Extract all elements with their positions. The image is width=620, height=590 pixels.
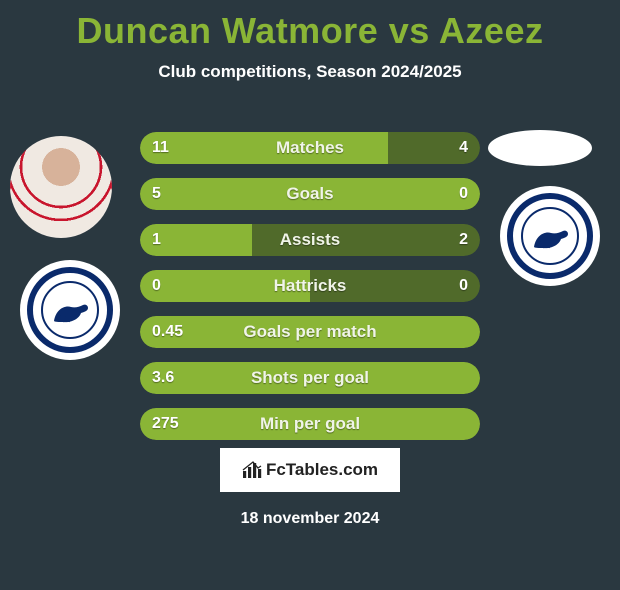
stat-row: 12Assists (140, 224, 480, 256)
stat-row: 0.45Goals per match (140, 316, 480, 348)
metric-label: Goals per match (140, 316, 480, 348)
brand-text: FcTables.com (266, 460, 378, 480)
subtitle: Club competitions, Season 2024/2025 (0, 62, 620, 82)
club-badge-right (500, 186, 600, 286)
date-text: 18 november 2024 (0, 510, 620, 528)
metric-label: Shots per goal (140, 362, 480, 394)
metric-label: Assists (140, 224, 480, 256)
page-title: Duncan Watmore vs Azeez (0, 10, 620, 52)
metric-label: Min per goal (140, 408, 480, 440)
bar-chart-icon (242, 461, 262, 479)
metric-label: Hattricks (140, 270, 480, 302)
stat-row: 275Min per goal (140, 408, 480, 440)
club-badge-left (20, 260, 120, 360)
stat-row: 00Hattricks (140, 270, 480, 302)
lion-icon (531, 225, 571, 251)
lion-icon (51, 299, 91, 325)
duncan-watmore-avatar (10, 136, 112, 238)
metric-label: Matches (140, 132, 480, 164)
metric-label: Goals (140, 178, 480, 210)
brand-panel: FcTables.com (220, 448, 400, 492)
comparison-chart: 114Matches 50Goals 12Assists 00Hattricks 0.4… (140, 132, 480, 454)
stat-row: 114Matches (140, 132, 480, 164)
azeez-avatar-placeholder (488, 130, 592, 166)
stat-row: 3.6Shots per goal (140, 362, 480, 394)
stat-row: 50Goals (140, 178, 480, 210)
